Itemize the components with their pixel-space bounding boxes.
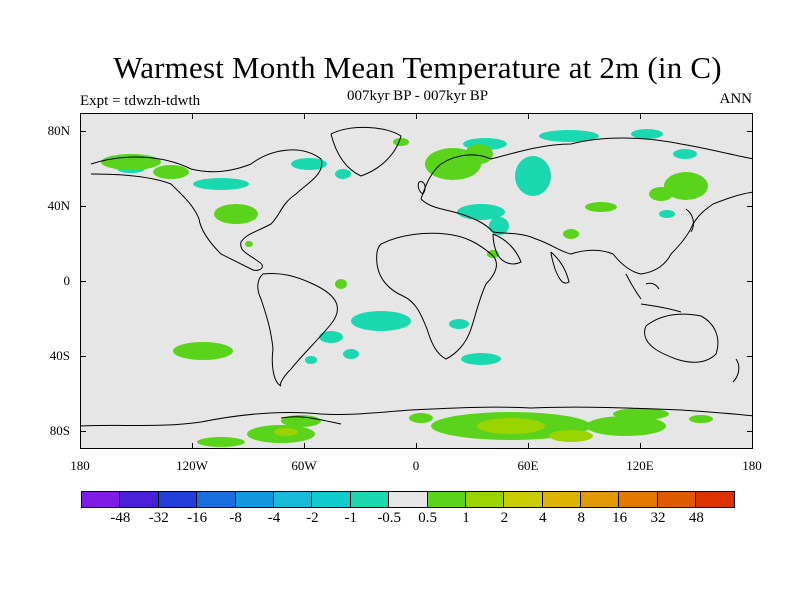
world-map — [81, 126, 752, 447]
colorbar-label: 48 — [688, 510, 704, 526]
lat-tick — [80, 356, 86, 357]
lat-tick — [747, 431, 753, 432]
lon-label-60e: 60E — [517, 458, 539, 473]
colorbar-label: -1 — [344, 510, 358, 526]
warm-anomaly-strong-patches — [274, 418, 593, 442]
colorbar-label: 8 — [577, 510, 585, 526]
lat-tick — [747, 281, 753, 282]
colorbar-label: -2 — [306, 510, 319, 526]
colorbar-swatch — [695, 491, 735, 508]
lon-label-180w: 180 — [70, 458, 90, 473]
warm-anomaly-patches — [101, 138, 713, 447]
lon-tick — [416, 443, 417, 449]
lon-tick — [528, 113, 529, 119]
colorbar-label: -0.5 — [377, 510, 402, 526]
colorbar-swatch — [234, 491, 274, 508]
colorbar-label: 16 — [612, 510, 628, 526]
lat-label-40s: 40S — [49, 348, 70, 363]
lon-label-60w: 60W — [291, 458, 317, 473]
lon-label-0: 0 — [412, 458, 420, 473]
colorbar-swatch — [81, 491, 121, 508]
lon-tick — [304, 113, 305, 119]
colorbar-swatch — [426, 491, 466, 508]
lon-tick — [640, 443, 641, 449]
colorbar-label: -8 — [229, 510, 242, 526]
lon-tick — [640, 113, 641, 119]
lat-tick — [747, 206, 753, 207]
colorbar-swatch — [656, 491, 697, 508]
colorbar-label: 32 — [650, 510, 666, 526]
lat-tick — [747, 131, 753, 132]
colorbar-label: 2 — [500, 510, 509, 526]
colorbar-label: -16 — [187, 510, 208, 526]
colorbar-swatch — [196, 491, 236, 508]
chart-title: Warmest Month Mean Temperature at 2m (in… — [113, 50, 722, 85]
colorbar-swatch — [157, 491, 198, 508]
lon-label-120w: 120W — [176, 458, 208, 473]
lat-tick — [80, 281, 86, 282]
colorbar-label: 0.5 — [418, 510, 437, 526]
colorbar-swatch — [503, 491, 543, 508]
colorbar-label: -32 — [148, 510, 169, 526]
lon-label-180e: 180 — [742, 458, 762, 473]
lat-tick — [747, 356, 753, 357]
cool-anomaly-patches — [117, 129, 697, 365]
colorbar-label: -4 — [267, 510, 281, 526]
lat-label-40n: 40N — [47, 198, 70, 213]
lon-tick — [304, 443, 305, 449]
colorbar-swatch — [272, 491, 313, 508]
colorbar-label: 4 — [539, 510, 547, 526]
lat-tick — [80, 206, 86, 207]
colorbar — [81, 491, 735, 508]
chart-subtitle: 007kyr BP - 007kyr BP — [346, 88, 489, 104]
colorbar-swatch — [349, 491, 390, 508]
lat-label-0: 0 — [63, 273, 71, 288]
lon-label-120e: 120E — [626, 458, 654, 473]
colorbar-swatch — [464, 491, 505, 508]
colorbar-swatch — [618, 491, 658, 508]
colorbar-swatch — [388, 491, 428, 508]
colorbar-label: -48 — [110, 510, 131, 526]
period-label: ANN — [719, 91, 753, 107]
lat-tick — [80, 131, 86, 132]
lat-label-80n: 80N — [47, 123, 70, 138]
colorbar-swatch — [541, 491, 582, 508]
colorbar-swatch — [580, 491, 620, 508]
lon-tick — [192, 113, 193, 119]
colorbar-label: 1 — [462, 510, 470, 526]
lat-tick — [80, 431, 86, 432]
lon-tick — [192, 443, 193, 449]
colorbar-swatch — [311, 491, 351, 508]
lon-tick — [528, 443, 529, 449]
coastlines — [81, 126, 752, 427]
lon-tick — [416, 113, 417, 119]
experiment-label: Expt = tdwzh-tdwth — [80, 93, 201, 109]
lat-label-80s: 80S — [49, 423, 70, 438]
map-panel — [80, 113, 753, 449]
colorbar-swatch — [119, 491, 159, 508]
